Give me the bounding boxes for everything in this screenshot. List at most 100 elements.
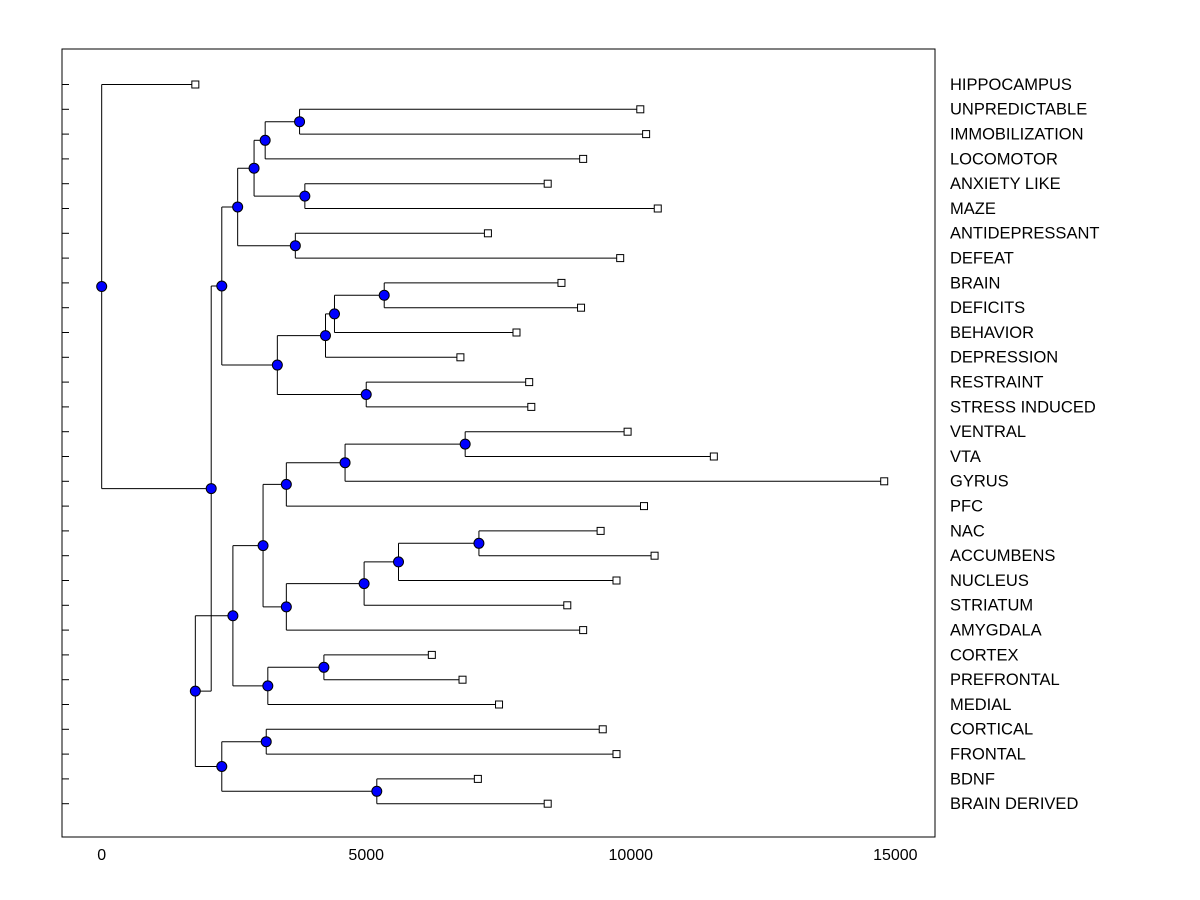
leaf-label: MEDIAL [950, 696, 1011, 714]
leaf-marker [640, 502, 648, 511]
leaf-marker [191, 80, 200, 89]
leaf-marker [623, 427, 632, 436]
leaf-marker [636, 105, 645, 114]
leaf-label: BRAIN DERIVED [950, 795, 1078, 813]
leaf-label: ACCUMBENS [950, 547, 1055, 565]
leaf-label: UNPREDICTABLE [950, 101, 1087, 119]
leaf-marker [642, 130, 651, 139]
leaf-marker [579, 626, 588, 635]
cluster-node [378, 289, 390, 301]
leaf-label: NUCLEUS [950, 572, 1029, 590]
cluster-nodes [96, 116, 485, 797]
x-tick-label: 15000 [873, 847, 918, 864]
leaf-markers [191, 80, 889, 808]
cluster-node [473, 537, 485, 549]
cluster-node [259, 134, 271, 146]
leaf-marker [495, 700, 504, 709]
cluster-node [257, 540, 269, 552]
cluster-node [294, 116, 306, 128]
leaf-label: CORTEX [950, 646, 1018, 664]
cluster-node [358, 578, 370, 590]
leaf-label: BRAIN [950, 274, 1000, 292]
leaf-label: IMMOBILIZATION [950, 125, 1084, 143]
x-tick-label: 10000 [609, 847, 654, 864]
leaf-marker [543, 179, 552, 188]
leaf-marker [473, 774, 482, 783]
leaf-label: MAZE [950, 200, 996, 218]
leaf-label: GYRUS [950, 473, 1009, 491]
leaf-marker [880, 477, 889, 486]
y-axis-ticks [62, 84, 69, 805]
cluster-node [216, 761, 228, 772]
cluster-node [319, 330, 331, 342]
leaf-marker [527, 402, 536, 411]
leaf-marker [579, 154, 588, 163]
cluster-node [339, 457, 351, 469]
leaf-marker [458, 675, 467, 684]
leaf-marker [427, 650, 436, 659]
cluster-node [216, 280, 228, 292]
plot-frame [61, 48, 936, 838]
leaf-label: LOCOMOTOR [950, 150, 1058, 168]
cluster-node [280, 478, 292, 490]
cluster-node [248, 162, 260, 174]
leaf-marker [563, 601, 572, 610]
leaf-label: RESTRAINT [950, 373, 1044, 391]
leaf-label: DEFEAT [950, 249, 1014, 267]
leaf-label: DEFICITS [950, 299, 1025, 317]
cluster-node [393, 556, 405, 568]
leaf-marker [456, 353, 465, 362]
cluster-node [289, 240, 301, 252]
cluster-node [96, 281, 108, 293]
leaf-marker [512, 328, 521, 337]
leaf-label: PFC [950, 497, 983, 515]
leaf-label: STRESS INDUCED [950, 398, 1096, 416]
leaf-label: NAC [950, 522, 985, 540]
leaf-label: AMYGDALA [950, 621, 1042, 639]
cluster-node [232, 201, 244, 213]
leaf-label: VENTRAL [950, 423, 1026, 441]
cluster-node [205, 483, 217, 495]
x-tick-label: 5000 [348, 847, 384, 864]
cluster-node [271, 359, 283, 371]
leaf-label: BDNF [950, 770, 995, 788]
leaf-marker [596, 526, 605, 535]
leaf-label: CORTICAL [950, 721, 1033, 739]
cluster-node [299, 190, 311, 202]
x-axis: 0 5000 10000 15000 [97, 847, 917, 864]
leaf-marker [616, 254, 625, 263]
dendrogram-branches [101, 84, 885, 805]
cluster-node [260, 736, 272, 748]
leaf-marker [483, 229, 492, 238]
leaf-marker [525, 378, 534, 387]
leaf-labels: HIPPOCAMPUS UNPREDICTABLE IMMOBILIZATION LO… [950, 76, 1099, 813]
x-tick-label: 0 [97, 847, 106, 864]
leaf-marker [650, 551, 659, 560]
leaf-marker [577, 303, 586, 312]
leaf-label: STRIATUM [950, 597, 1033, 615]
leaf-marker [709, 452, 718, 461]
leaf-marker [598, 725, 607, 734]
cluster-node [328, 308, 340, 320]
cluster-node [360, 389, 372, 400]
leaf-label: ANTIDEPRESSANT [950, 225, 1099, 243]
leaf-label: VTA [950, 448, 981, 466]
leaf-marker [612, 750, 621, 759]
leaf-label: PREFRONTAL [950, 671, 1060, 689]
cluster-node [262, 680, 274, 692]
leaf-label: DEPRESSION [950, 349, 1058, 367]
leaf-marker [653, 204, 662, 213]
leaf-marker [612, 576, 621, 585]
leaf-marker [543, 799, 552, 808]
cluster-node [189, 685, 201, 697]
leaf-marker [557, 278, 566, 287]
leaf-label: FRONTAL [950, 745, 1026, 763]
cluster-node [318, 661, 330, 673]
cluster-node [459, 438, 471, 450]
cluster-node [280, 601, 292, 613]
leaf-label: BEHAVIOR [950, 324, 1034, 342]
leaf-label: ANXIETY LIKE [950, 175, 1061, 193]
cluster-node [227, 610, 239, 622]
leaf-label: HIPPOCAMPUS [950, 76, 1072, 94]
